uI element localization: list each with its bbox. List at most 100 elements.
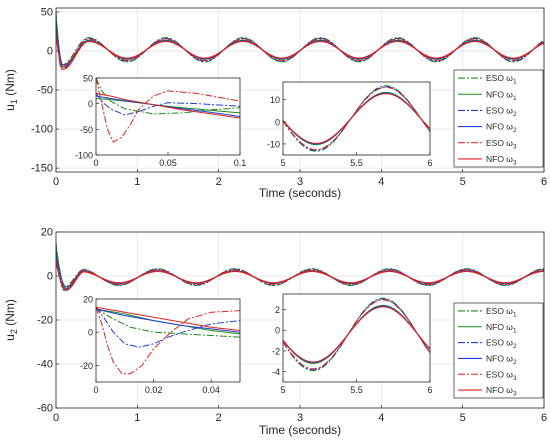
x-tick-label: 5	[280, 158, 285, 168]
x-tick-label: 1	[134, 412, 140, 424]
legend-label: NFO ω2	[486, 122, 517, 135]
legend-label-text: ESO ω	[486, 306, 513, 316]
legend-label-text: ESO ω	[486, 338, 513, 348]
legend-label-sub: 1	[513, 327, 517, 334]
legend-label-sub: 3	[513, 391, 517, 398]
x-tick-label: 4	[378, 412, 384, 424]
y-tick-label: 50	[83, 74, 93, 84]
y-axis-label-main: u	[3, 104, 17, 111]
legend-label: NFO ω1	[486, 89, 517, 102]
x-tick-label: 6	[541, 176, 547, 188]
inset-right-series-5	[282, 299, 431, 370]
y-tick-label: -4	[272, 367, 280, 377]
plot-area	[283, 294, 430, 382]
inset-left-series-6	[95, 92, 241, 119]
x-axis-label: Time (seconds)	[259, 423, 341, 437]
inset-left: 0 0.02 0.04 20 0 -20	[80, 295, 241, 395]
legend-label-sub: 2	[513, 111, 517, 118]
legend-label-sub: 2	[513, 127, 517, 134]
x-tick-label: 0	[93, 158, 98, 168]
legend-label: NFO ω3	[486, 385, 517, 398]
legend-label-sub: 1	[513, 79, 517, 86]
inset-left-series-3	[95, 307, 241, 348]
legend-label: NFO ω2	[486, 353, 517, 366]
legend-label-sub: 3	[513, 159, 517, 166]
y-tick-label: 20	[83, 295, 93, 305]
x-tick-label: 0.02	[145, 385, 163, 395]
y-tick-label: 0	[88, 328, 93, 338]
x-tick-label: 0	[93, 385, 98, 395]
legend-label-text: NFO ω	[486, 385, 513, 395]
y-tick-label: -50	[80, 125, 93, 135]
y-tick-label: -50	[37, 85, 53, 97]
plot-frame	[95, 298, 241, 383]
y-tick-label: -2	[272, 346, 280, 356]
legend-label-text: ESO ω	[486, 73, 513, 83]
y-axis-label: u1 (Nm)	[3, 69, 19, 111]
legend-label: ESO ω3	[486, 138, 517, 151]
legend-label: ESO ω2	[486, 105, 517, 118]
y-tick-label: 10	[270, 95, 280, 105]
legend-label-text: ESO ω	[486, 369, 513, 379]
inset-right: 5 5.5 6 2 0 -2 -4	[272, 293, 433, 395]
inset-left: 0 0.05 0.1 50 0 -50 -100	[75, 74, 246, 169]
x-tick-label: 5.5	[350, 385, 363, 395]
x-tick-label: 0	[53, 412, 59, 424]
y-tick-label: 2	[275, 305, 280, 315]
legend-label: ESO ω2	[486, 338, 517, 351]
x-axis-label: Time (seconds)	[259, 186, 341, 200]
y-tick-label: 50	[41, 6, 53, 18]
x-tick-label: 5	[460, 176, 466, 188]
x-tick-label: 1	[134, 176, 140, 188]
legend-label-sub: 3	[513, 375, 517, 382]
legend-label-text: NFO ω	[486, 154, 513, 164]
inset-left-series-6	[95, 306, 241, 332]
y-tick-label: -150	[31, 163, 53, 175]
x-tick-label: 0.1	[234, 158, 247, 168]
x-tick-label: 0.04	[202, 385, 220, 395]
inset-left-series-5	[95, 307, 241, 375]
legend-label-text: ESO ω	[486, 138, 513, 148]
y-tick-label: -20	[37, 315, 53, 327]
legend-label: NFO ω1	[486, 322, 517, 335]
inset-right-series-5	[282, 86, 431, 151]
y-tick-label: 0	[88, 99, 93, 109]
y-tick-label: 0	[275, 326, 280, 336]
legend-label-sub: 3	[513, 143, 517, 150]
plot-area	[283, 82, 430, 155]
inset-right-series-6	[282, 306, 431, 363]
inset-right: 5 5.5 6 10 0 -10	[267, 81, 433, 168]
legend-label-text: NFO ω	[486, 89, 513, 99]
x-tick-label: 0	[53, 176, 59, 188]
x-tick-label: 5	[460, 412, 466, 424]
inset-left-series-4	[95, 308, 241, 333]
x-tick-label: 6	[427, 385, 432, 395]
inset-left-series-3	[95, 93, 241, 116]
y-tick-label: -20	[80, 361, 93, 371]
legend-label: NFO ω3	[486, 154, 517, 167]
x-tick-label: 5.5	[350, 158, 363, 168]
inset-left-series-1	[95, 306, 241, 338]
legend-label-sub: 1	[513, 311, 517, 318]
y-tick-label: -100	[31, 124, 53, 136]
legend-box	[453, 69, 544, 168]
y-axis-label-main: u	[3, 334, 17, 341]
legend-label-text: NFO ω	[486, 322, 513, 332]
y-axis-label-sub: 2	[9, 329, 19, 334]
inset-right-series-3	[282, 86, 431, 151]
y-tick-label: 20	[41, 227, 53, 239]
series-line-eso3	[55, 30, 545, 68]
legend-label-sub: 2	[513, 359, 517, 366]
x-tick-label: 4	[378, 176, 384, 188]
legend-label-text: NFO ω	[486, 353, 513, 363]
x-tick-label: 0.05	[159, 158, 177, 168]
x-tick-label: 6	[427, 158, 432, 168]
series-line-nfo3	[55, 35, 545, 70]
x-tick-label: 2	[216, 412, 222, 424]
x-tick-label: 3	[297, 412, 303, 424]
